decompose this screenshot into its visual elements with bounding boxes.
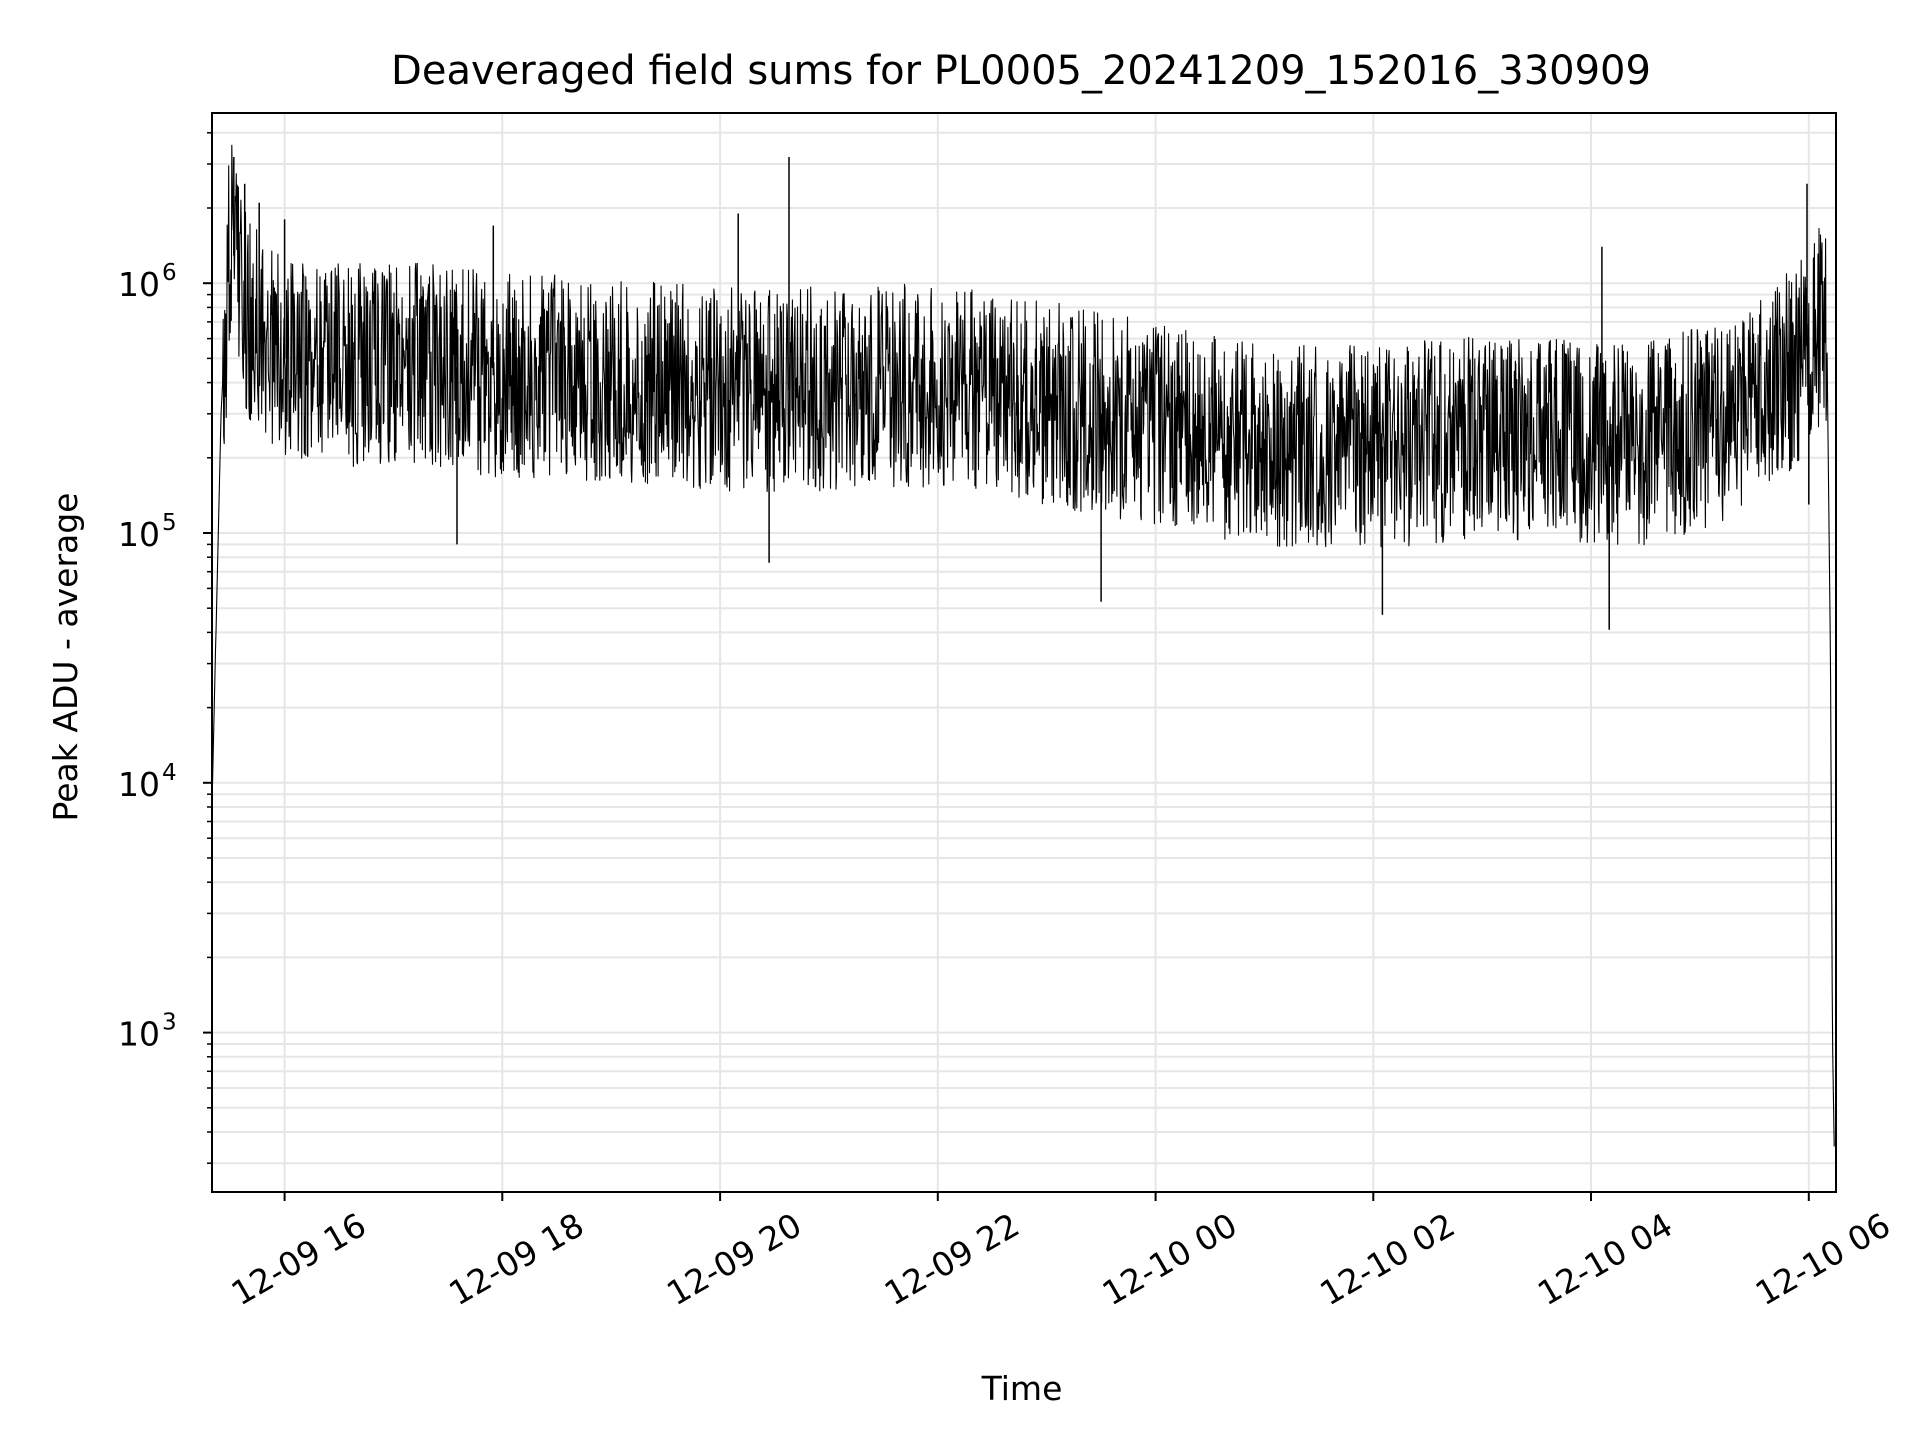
y-tick-label: 10 [118,765,160,804]
y-tick-exponent: 4 [162,760,177,786]
y-tick-label: 10 [118,1015,160,1054]
y-tick-exponent: 3 [162,1010,177,1036]
data-series [211,144,1835,1147]
x-axis-label: Time [981,1369,1063,1408]
plot-frame [211,112,1837,1193]
y-tick-exponent: 5 [162,510,177,536]
y-tick-exponent: 6 [162,260,177,286]
series-line [211,144,1835,1147]
y-axis-label: Peak ADU - average [46,493,85,822]
grid-lines [212,113,1836,1192]
chart-title: Deaveraged field sums for PL0005_2024120… [391,48,1651,94]
y-tick-label: 10 [118,265,160,304]
y-tick-label: 10 [118,515,160,554]
